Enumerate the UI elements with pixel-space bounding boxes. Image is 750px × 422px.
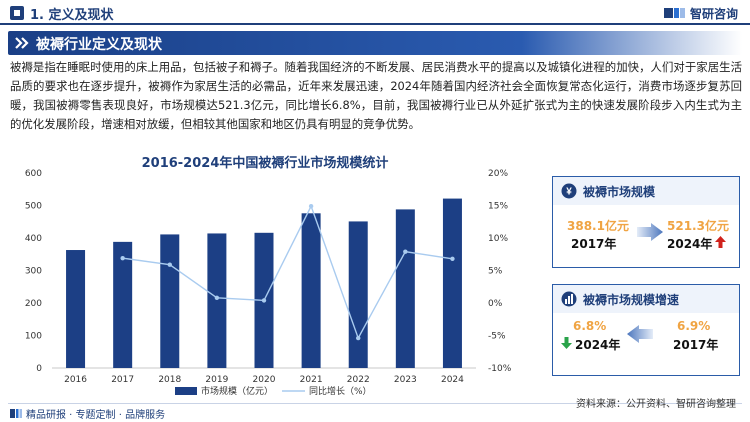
logo-mark-icon — [663, 8, 685, 18]
value-2017-growth: 6.9% — [677, 319, 711, 333]
growth-point — [261, 298, 267, 303]
bar — [160, 234, 180, 368]
growth-point — [167, 262, 172, 267]
right-axis-tick-label: 20% — [488, 169, 508, 179]
right-axis-tick-label: -10% — [488, 364, 512, 374]
right-axis-tick-label: 10% — [488, 234, 508, 244]
right-axis-tick-label: 5% — [488, 267, 503, 277]
year-2024-growth: 2024年 — [575, 338, 621, 352]
right-axis-tick-label: -5% — [488, 332, 506, 342]
growth-point — [120, 255, 125, 261]
growth-point — [403, 249, 408, 254]
right-axis-tick-label: 15% — [488, 202, 508, 212]
market-size-card: ¥ 被褥市场规模 388.1亿元 2017年 521.3亿元 2024年 — [552, 176, 740, 268]
bar — [66, 250, 86, 368]
growth-line — [122, 204, 453, 340]
x-axis-tick-label: 2021 — [300, 375, 323, 385]
year-2017-growth: 2017年 — [673, 338, 719, 352]
x-axis-tick-label: 2020 — [253, 375, 276, 385]
year-2017: 2017年 — [571, 237, 617, 251]
bar — [348, 221, 368, 368]
growth-point — [214, 295, 220, 300]
bar — [113, 241, 133, 368]
x-axis-tick-label: 2022 — [347, 375, 370, 385]
money-bag-icon: ¥ — [561, 183, 577, 199]
legend-line-label: 同比增长（%） — [309, 385, 372, 397]
left-axis-tick-label: 600 — [25, 169, 42, 179]
bar — [395, 209, 415, 368]
section-title: 1. 定义及现状 — [30, 8, 114, 23]
chart-title: 2016-2024年中国被褥行业市场规模统计 — [141, 156, 389, 171]
svg-text:¥: ¥ — [566, 187, 572, 198]
left-axis-tick-label: 100 — [25, 332, 42, 342]
card-header: ¥ 被褥市场规模 — [553, 177, 739, 205]
market-size-chart: 0 100 200 300 400 500 600 -10% -5% 0% 5% 10% 15% 20% 2… — [25, 169, 512, 397]
source-note: 资料来源：公开资料、智研咨询整理 — [576, 399, 736, 410]
bar — [442, 198, 462, 368]
section-banner: 被褥行业定义及现状 — [8, 31, 742, 55]
x-axis-tick-label: 2016 — [64, 375, 87, 385]
chevron-double-icon — [15, 37, 29, 49]
x-axis-tick-label: 2017 — [111, 375, 134, 385]
growth-point — [356, 335, 361, 341]
left-axis-tick-label: 400 — [25, 234, 42, 244]
bar-chart-icon — [561, 291, 577, 307]
legend-bar-swatch — [175, 387, 197, 395]
footer-divider — [8, 403, 742, 404]
x-axis-tick-label: 2019 — [205, 375, 228, 385]
card-title: 被褥市场规模增速 — [583, 293, 680, 307]
bar — [207, 233, 227, 368]
bar — [301, 213, 321, 368]
x-axis-tick-label: 2024 — [441, 375, 464, 385]
logo-text: 智研咨询 — [689, 6, 738, 21]
x-axis-tick-label: 2023 — [394, 375, 417, 385]
arrow-down-icon — [561, 337, 572, 349]
legend-bar-label: 市场规模（亿元） — [201, 385, 273, 397]
arrow-up-icon — [715, 236, 726, 248]
section-square-icon — [10, 6, 24, 20]
growth-rate-card: 被褥市场规模增速 6.8% 2024年 6.9% 2017年 — [552, 284, 740, 376]
value-2024: 521.3亿元 — [667, 219, 729, 233]
footer-services-text: 精品研报 · 专题定制 · 品牌服务 — [26, 410, 166, 421]
logo-mark-icon — [10, 409, 22, 418]
x-axis-tick-label: 2018 — [158, 375, 181, 385]
intro-paragraph: 被褥是指在睡眠时使用的床上用品，包括被子和褥子。随着我国经济的不断发展、居民消费… — [10, 60, 742, 131]
left-axis-tick-label: 500 — [25, 202, 42, 212]
top-bar: 1. 定义及现状 智研咨询 — [0, 0, 750, 26]
growth-point — [308, 203, 314, 209]
card-header: 被褥市场规模增速 — [553, 285, 739, 313]
arrow-right-icon — [637, 223, 663, 241]
right-axis-tick-label: 0% — [488, 299, 503, 309]
left-axis-tick-label: 300 — [25, 267, 42, 277]
value-2017: 388.1亿元 — [567, 219, 629, 233]
card-title: 被褥市场规模 — [583, 185, 656, 199]
year-2024: 2024年 — [667, 237, 713, 251]
arrow-left-icon — [627, 325, 653, 343]
value-2024-growth: 6.8% — [573, 319, 607, 333]
banner-title: 被褥行业定义及现状 — [36, 37, 162, 53]
brand-logo: 智研咨询 — [663, 3, 738, 23]
footer-services: 精品研报 · 专题定制 · 品牌服务 — [10, 406, 165, 421]
left-axis-tick-label: 0 — [36, 364, 42, 374]
left-axis-tick-label: 200 — [25, 299, 42, 309]
growth-point — [450, 256, 455, 261]
header-divider — [0, 23, 750, 25]
